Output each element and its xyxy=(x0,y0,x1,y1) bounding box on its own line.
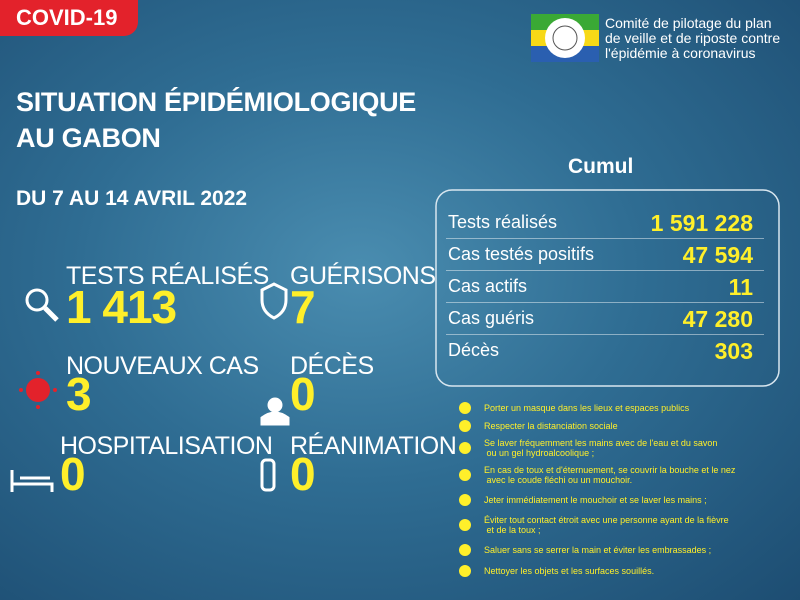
advice-line: Jeter immédiatement le mouchoir et se la… xyxy=(484,495,707,505)
stat-value: 3 xyxy=(66,368,92,420)
row-value: 47 280 xyxy=(682,306,753,332)
row-separator xyxy=(446,334,764,335)
row-label: Cas actifs xyxy=(448,276,528,296)
stat-label: RÉANIMATION xyxy=(290,432,457,460)
row-label: Cas guéris xyxy=(448,308,535,328)
advice-item: Nettoyer les objets et les surfaces soui… xyxy=(484,566,654,576)
tag: COVID-19 xyxy=(16,5,118,30)
row-value: 47 594 xyxy=(682,242,753,268)
advice-item: Porter un masque dans les lieux et espac… xyxy=(484,403,689,413)
period: DU 7 AU 14 AVRIL 2022 xyxy=(16,187,248,210)
row-label: Tests réalisés xyxy=(448,212,558,232)
stat-label: DÉCÈS xyxy=(290,352,374,380)
stat-value: 0 xyxy=(60,448,86,500)
advice-line: Se laver fréquemment les mains avec de l… xyxy=(484,438,718,448)
row-separator xyxy=(446,238,764,239)
stat-label: TESTS RÉALISÉS xyxy=(66,262,269,290)
org-line: Comité de pilotage du plan xyxy=(605,15,772,31)
advice-line: Respecter la distanciation sociale xyxy=(484,421,618,431)
stat-value: 7 xyxy=(290,281,316,333)
stat-label: GUÉRISONS xyxy=(290,262,436,290)
advice-line: Éviter tout contact étroit avec une pers… xyxy=(484,515,729,525)
stat-value: 0 xyxy=(290,448,316,500)
advice-line: avec le coude fléchi ou un mouchoir. xyxy=(484,475,633,485)
row-value: 11 xyxy=(728,274,753,300)
advice-line: Porter un masque dans les lieux et espac… xyxy=(484,403,690,413)
advice-line: Nettoyer les objets et les surfaces soui… xyxy=(484,566,655,576)
tag-background xyxy=(0,0,138,36)
row-label: Décès xyxy=(448,340,500,360)
row-separator xyxy=(446,270,764,271)
title-line: AU GABON xyxy=(16,123,161,153)
row-value: 1 591 228 xyxy=(650,210,753,236)
title-line: SITUATION ÉPIDÉMIOLOGIQUE xyxy=(16,87,417,117)
advice-item: Se laver fréquemment les mains avec de l… xyxy=(484,438,717,458)
title: SITUATION ÉPIDÉMIOLOGIQUE AU GABON xyxy=(16,84,416,156)
advice-item: Éviter tout contact étroit avec une pers… xyxy=(484,515,729,535)
advice-line: et de la toux ; xyxy=(484,525,541,535)
advice-line: Saluer sans se serrer la main et éviter … xyxy=(484,545,712,555)
advice-item: Respecter la distanciation sociale xyxy=(484,421,618,431)
stat-value: 1 413 xyxy=(66,281,177,333)
org-line: l'épidémie à coronavirus xyxy=(605,45,756,61)
advice-line: En cas de toux et d'éternuement, se couv… xyxy=(484,465,736,475)
row-value: 303 xyxy=(714,338,753,364)
advice-item: Saluer sans se serrer la main et éviter … xyxy=(484,545,711,555)
advice-line: ou un gel hydroalcoolique ; xyxy=(484,448,595,458)
logo xyxy=(531,14,599,62)
row-label: Cas testés positifs xyxy=(448,244,595,264)
stat-value: 0 xyxy=(290,368,316,420)
org-line: de veille et de riposte contre xyxy=(605,30,781,46)
cumul-title: Cumul xyxy=(568,155,634,178)
row-separator xyxy=(446,302,764,303)
stat-label: HOSPITALISATION xyxy=(60,432,273,460)
stat-label: NOUVEAUX CAS xyxy=(66,352,259,380)
advice-item: Jeter immédiatement le mouchoir et se la… xyxy=(484,495,707,505)
advice-item: En cas de toux et d'éternuement, se couv… xyxy=(484,465,735,485)
